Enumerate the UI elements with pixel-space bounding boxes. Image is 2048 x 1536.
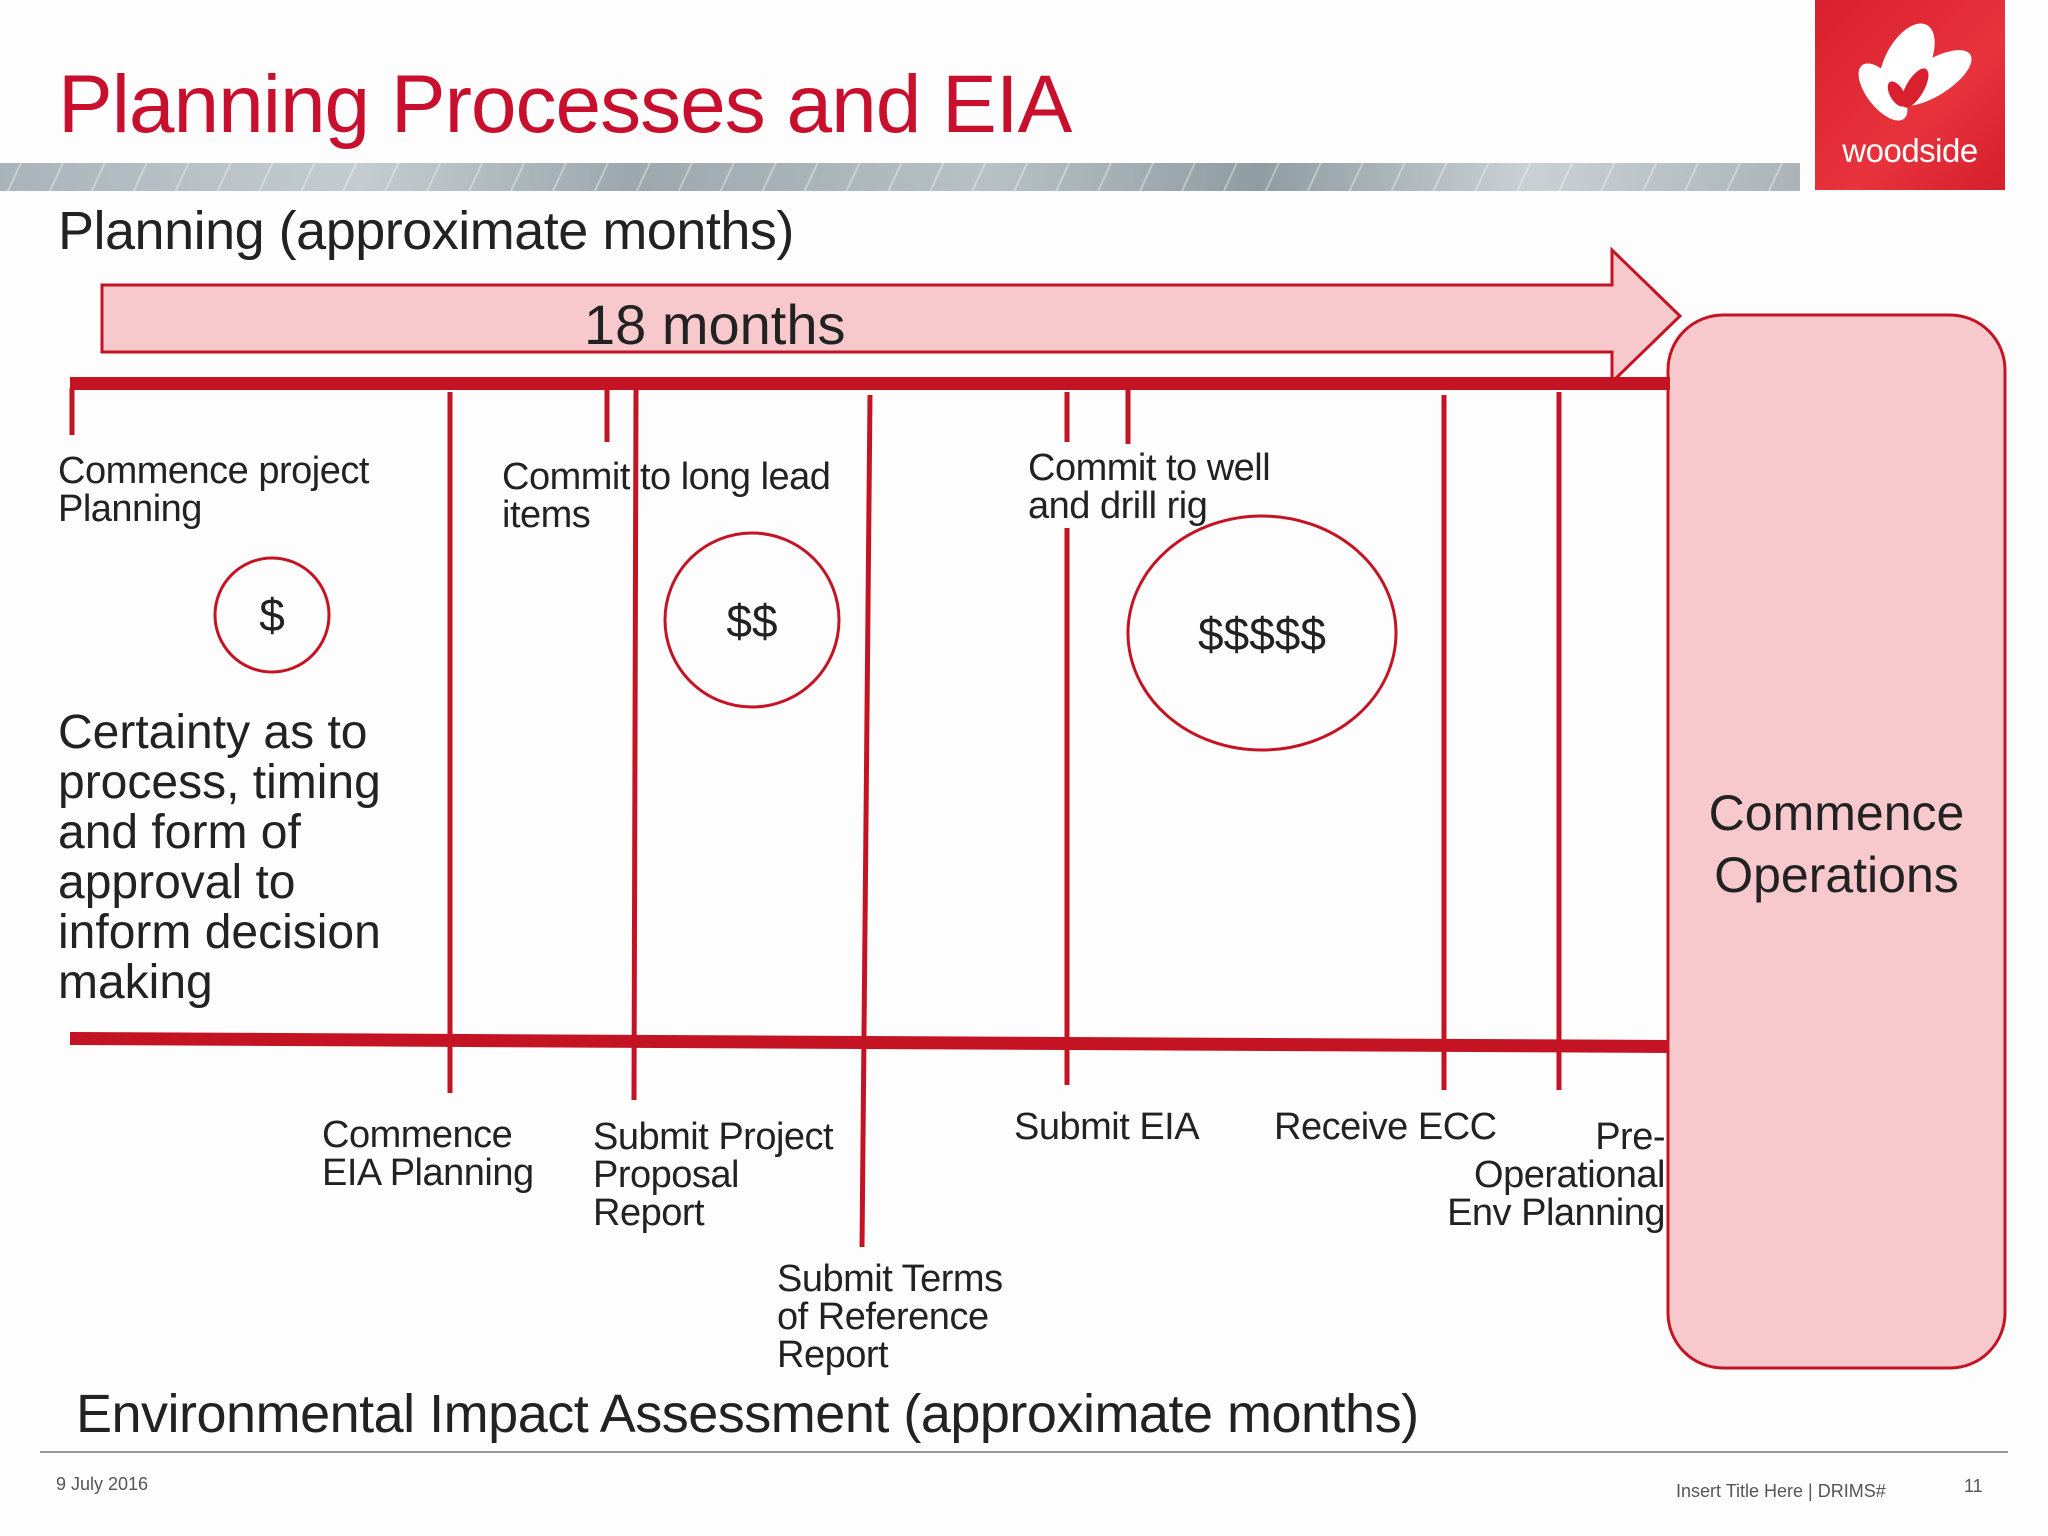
eia-heading: Environmental Impact Assessment (approxi… xyxy=(76,1384,1419,1444)
logo-wordmark: woodside xyxy=(1842,132,1978,169)
line-submit-project-proposal xyxy=(631,387,639,1101)
milestone-submit-project-proposal-report: Submit Project Proposal Report xyxy=(593,1116,834,1234)
milestone-submit-terms-of-reference-report: Submit Terms of Reference Report xyxy=(777,1260,1003,1374)
slide-title: Planning Processes and EIA xyxy=(58,59,1072,150)
milestone-receive-ecc: Receive ECC xyxy=(1274,1108,1497,1146)
cost-indicator-high: $$$$$ xyxy=(1198,608,1326,660)
eia-timeline-bar xyxy=(70,1032,1668,1053)
commence-operations-line: Operations xyxy=(1714,847,1959,903)
milestone-label-line: Commit to long lead xyxy=(502,456,831,498)
milestone-label-line: Commence project xyxy=(58,450,369,492)
header-banner-image xyxy=(0,163,1800,191)
footer-document-reference: Insert Title Here | DRIMS# xyxy=(1676,1481,1886,1501)
certainty-note-line: and form of xyxy=(58,806,301,859)
page-number: 11 xyxy=(1964,1476,1983,1496)
certainty-note: Certainty as to process, timing and form… xyxy=(58,708,418,1008)
milestone-label-line: Pre- xyxy=(1595,1116,1665,1158)
milestone-label-line: Submit EIA xyxy=(1014,1106,1200,1148)
certainty-note-line: approval to xyxy=(58,856,296,909)
planning-heading: Planning (approximate months) xyxy=(58,201,794,261)
milestone-commence-project-planning: Commence project Planning xyxy=(58,452,369,528)
milestone-pre-operational-env-planning: Pre- Operational Env Planning xyxy=(1400,1118,1665,1232)
milestone-label-line: Env Planning xyxy=(1447,1192,1665,1234)
footer-date: 9 July 2016 xyxy=(56,1474,149,1494)
milestone-ticks xyxy=(69,387,1562,1248)
milestone-label-line: Planning xyxy=(58,488,202,530)
milestone-label-line: Commence xyxy=(322,1114,513,1156)
certainty-note-line: making xyxy=(58,956,213,1009)
milestone-commit-well-drill-rig: Commit to well and drill rig xyxy=(1028,447,1271,527)
footer-divider xyxy=(40,1451,2008,1453)
line-submit-terms-of-reference xyxy=(859,394,873,1248)
woodside-flower-icon xyxy=(1858,23,1972,121)
cost-circle-medium xyxy=(663,531,841,709)
cost-indicator-medium: $$ xyxy=(726,595,778,647)
milestone-submit-eia: Submit EIA xyxy=(1014,1106,1200,1148)
milestone-label-line: Commit to well xyxy=(1028,447,1271,489)
milestone-label-line: Receive ECC xyxy=(1274,1106,1497,1148)
cost-indicator-low: $ xyxy=(259,589,285,641)
milestone-label-line: EIA Planning xyxy=(322,1152,534,1194)
milestone-commit-long-lead-items: Commit to long lead items xyxy=(502,456,831,536)
duration-arrow-label: 18 months xyxy=(584,293,846,356)
milestone-label-line: Submit Terms xyxy=(777,1258,1003,1300)
cost-circle-small xyxy=(213,556,331,674)
milestone-label-line: Report xyxy=(593,1192,705,1234)
cost-circle-large xyxy=(1126,514,1398,752)
milestone-label-line: and drill rig xyxy=(1028,485,1208,527)
certainty-note-line: inform decision xyxy=(58,906,381,959)
milestone-label-line: of Reference xyxy=(777,1296,989,1338)
woodside-logo: woodside xyxy=(1815,0,2005,190)
certainty-note-line: Certainty as to xyxy=(58,706,368,759)
certainty-note-line: process, timing xyxy=(58,756,381,809)
milestone-label-line: Report xyxy=(777,1334,889,1376)
milestone-label-line: Operational xyxy=(1474,1154,1665,1196)
planning-timeline-bar xyxy=(70,377,1670,390)
milestone-label-line: items xyxy=(502,494,591,536)
duration-arrow xyxy=(100,246,1683,386)
commence-operations-label: Commence Operations xyxy=(1668,782,2005,906)
commence-operations-box xyxy=(1666,313,2007,1370)
milestone-commence-eia-planning: Commence EIA Planning xyxy=(322,1116,534,1192)
milestone-label-line: Submit Project xyxy=(593,1116,834,1158)
commence-operations-line: Commence xyxy=(1708,785,1965,841)
milestone-label-line: Proposal xyxy=(593,1154,739,1196)
